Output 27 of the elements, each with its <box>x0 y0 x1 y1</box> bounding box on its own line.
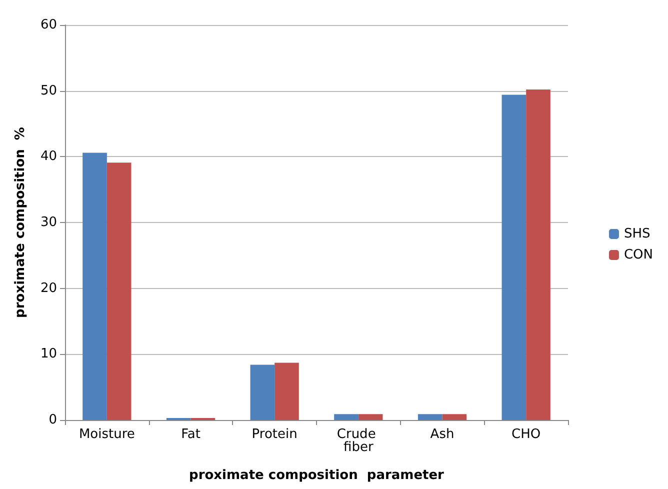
y-tick-label: 50 <box>40 83 57 98</box>
x-tick-label: Fat <box>181 427 200 442</box>
x-tick-label: CHO <box>512 427 541 442</box>
y-tick-label: 30 <box>40 215 57 230</box>
y-axis-title: proximate composition % <box>13 127 28 318</box>
y-tick-label: 60 <box>40 18 57 32</box>
bar <box>250 364 275 420</box>
y-tick-label: 20 <box>40 280 57 296</box>
bar <box>502 94 526 420</box>
bar <box>418 414 442 420</box>
x-tick-label: Crude fiber <box>336 427 380 455</box>
bar <box>274 362 299 420</box>
bar <box>358 414 383 420</box>
bar <box>82 152 107 420</box>
x-axis-title: proximate composition parameter <box>189 468 445 483</box>
x-tick-label: Moisture <box>78 427 135 442</box>
bar <box>334 414 358 420</box>
y-tick-label: 40 <box>40 149 57 164</box>
y-tick-label: 0 <box>48 412 57 428</box>
y-tick-label: 10 <box>40 346 57 362</box>
legend-label: CON <box>624 248 654 262</box>
legend-label: SHS <box>624 226 650 242</box>
bar <box>526 90 550 420</box>
x-tick-label: Protein <box>252 427 298 442</box>
bar <box>106 162 132 420</box>
bar <box>442 414 467 420</box>
x-tick-label: Ash <box>430 427 454 442</box>
